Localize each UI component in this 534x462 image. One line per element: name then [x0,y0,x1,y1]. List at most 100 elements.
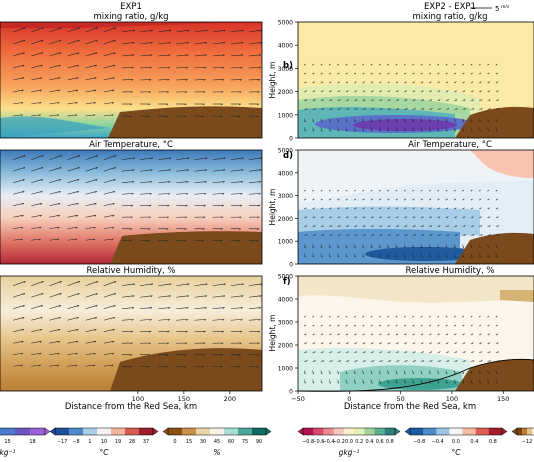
wind-vector [328,370,331,375]
colorbar-tick-label: 0.8 [489,439,497,445]
wind-vector [121,157,135,161]
wind-vector-head [241,295,244,298]
colorbar-extend-low [404,427,411,436]
wind-vector [230,193,243,195]
wind-vector-head [328,381,331,384]
wind-vector [387,360,391,362]
wind-vector-head [396,81,399,84]
wind-vector-head [495,120,498,123]
wind-vector-head [260,157,262,160]
wind-vector-head [337,315,340,318]
wind-vector-head [204,307,207,309]
wind-vector-head [396,342,399,345]
wind-vector-head [166,103,169,106]
wind-vector-head [60,281,62,283]
wind-vector-head [396,72,398,75]
wind-vector [31,226,42,230]
wind-vector [67,238,77,241]
wind-vector-head [183,240,186,242]
wind-vector-head [149,193,152,195]
wind-vector-head [112,329,115,331]
wind-vector-head [202,103,205,106]
wind-vector-head [239,91,242,93]
wind-vector-head [387,72,390,75]
wind-vector-head [258,79,261,81]
wind-vector-head [472,108,475,111]
wind-vector-head [320,189,323,192]
wind-vector-head [329,315,331,318]
wind-vector-head [38,238,41,241]
wind-vector [140,181,153,184]
wind-vector-head [220,354,223,356]
wind-vector-head [312,189,315,192]
x-tick-label: 100 [446,395,458,403]
wind-vector [194,169,207,172]
wind-vector [49,191,61,195]
colorbar-swatch [475,428,490,435]
wind-vector-head [202,115,205,118]
wind-vector-head [114,27,117,30]
y-tick-label: 0 [289,136,293,143]
wind-vector-head [259,181,262,183]
wind-vector-head [463,207,465,210]
wind-vector [445,244,448,249]
panel-f-label: f) [283,277,291,287]
wind-vector-head [147,366,150,368]
wind-vector-head [167,330,170,333]
wind-vector [85,364,96,367]
wind-vector [230,181,243,184]
wind-vector [194,181,207,184]
wind-vector-head [338,216,341,219]
wind-vector [362,360,366,362]
colorbar-swatch [125,428,140,435]
colorbar-swatch [238,428,253,435]
wind-vector [362,244,365,249]
wind-vector-head [57,340,60,343]
wind-vector [304,234,308,236]
wind-vector-head [428,246,431,249]
wind-vector-head [355,108,358,111]
wind-vector-head [445,189,448,192]
wind-vector-head [223,295,226,298]
wind-vector-head [346,333,349,336]
wind-vector-head [59,52,62,55]
wind-vector [495,370,498,375]
colorbar-swatch [182,428,197,435]
wind-vector [67,27,80,33]
colorbar-extend-low [297,427,304,436]
wind-vector-head [148,228,151,230]
wind-vector [445,127,448,132]
wind-vector-head [446,90,449,93]
wind-vector [395,370,398,375]
wind-vector [85,77,97,81]
colorbar-extend-high [152,427,159,436]
panel-b-subtitle: mixing ratio, g/kg [412,12,487,22]
wind-vector [378,370,381,375]
wind-vector-head [56,238,59,241]
wind-vector-head [421,342,424,345]
wind-vector-head [353,129,356,132]
wind-vector-head [132,54,135,57]
wind-vector-head [404,198,407,201]
wind-vector-head [57,214,60,217]
wind-vector-head [496,324,498,327]
colorbar-tick-label: −0.4 [432,439,444,445]
wind-vector [320,379,323,384]
colorbar-unit: °C [100,448,110,457]
wind-vector-head [186,42,189,44]
wind-vector [85,155,98,161]
wind-vector [67,114,77,117]
wind-vector [248,157,262,161]
wind-vector-head [353,246,356,249]
wind-vector [49,27,62,33]
vector-key: 5 m/s [470,4,510,13]
wind-vector [176,54,189,57]
wind-vector [12,317,25,321]
wind-vector-head [129,115,132,118]
wind-vector [353,253,356,258]
wind-vector-head [238,366,241,368]
wind-vector [437,118,440,123]
wind-vector-head [257,103,260,106]
wind-vector-head [185,204,188,207]
